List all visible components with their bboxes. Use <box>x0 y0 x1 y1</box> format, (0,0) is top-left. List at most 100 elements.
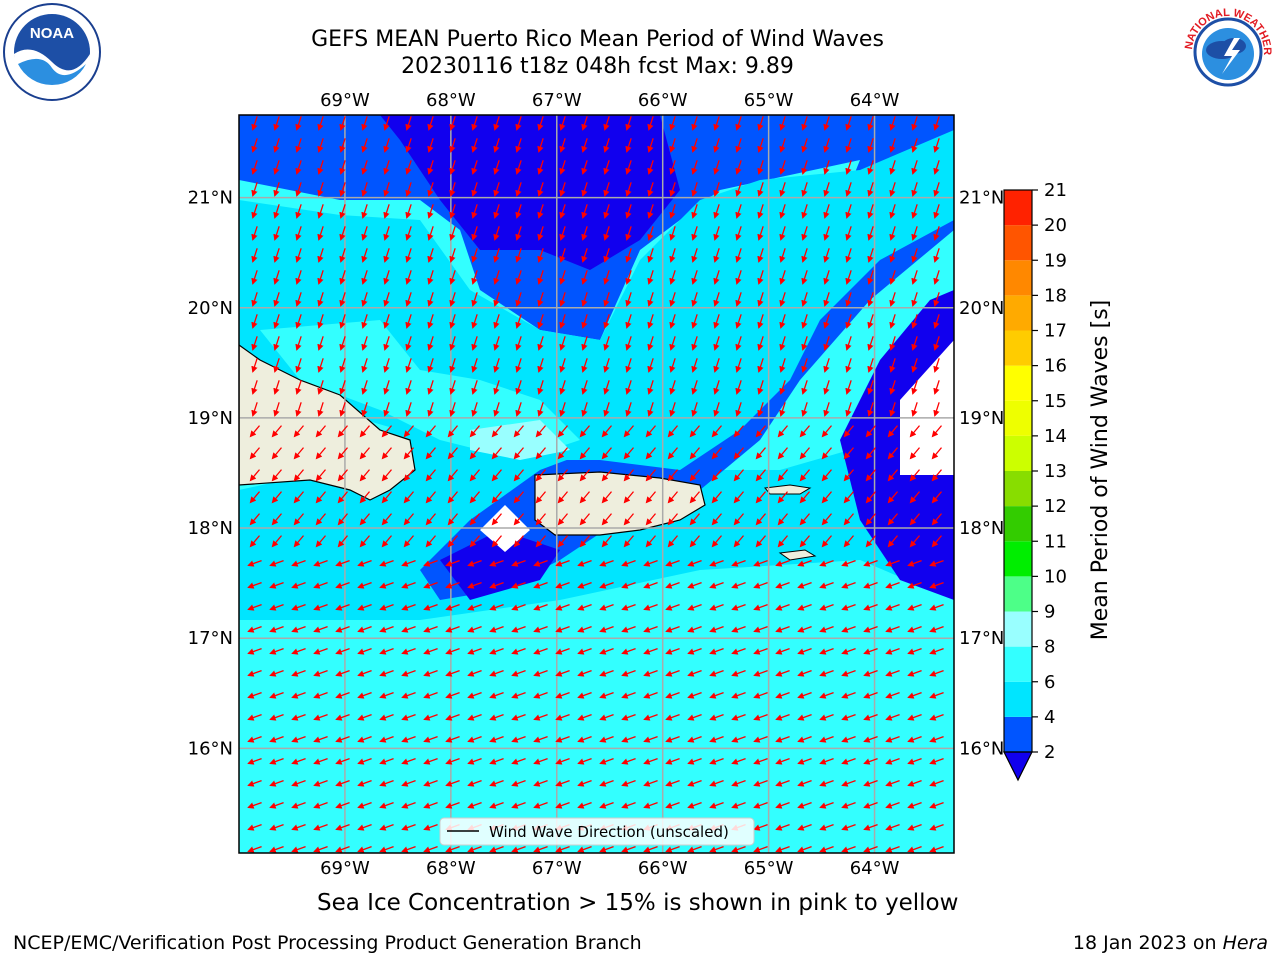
wind-vector-arrow <box>269 669 284 677</box>
wind-vector-arrow <box>823 226 830 241</box>
wind-vector-arrow <box>557 425 568 438</box>
wind-vector-arrow <box>709 801 724 809</box>
wind-vector-arrow <box>449 182 456 197</box>
wind-vector-arrow <box>269 713 284 721</box>
wind-vector-arrow <box>361 402 368 417</box>
wind-vector-arrow <box>577 845 592 853</box>
wind-vector-arrow <box>559 116 566 131</box>
wind-vector-arrow <box>885 625 900 633</box>
wind-vector-arrow <box>471 314 478 329</box>
wind-vector-arrow <box>819 801 834 809</box>
noaa-logo: NOAA <box>3 3 101 101</box>
wind-vector-arrow <box>577 647 592 655</box>
wind-vector-arrow <box>273 380 280 395</box>
wind-vector-arrow <box>687 779 702 787</box>
wind-vector-arrow <box>273 336 280 351</box>
wind-vector-arrow <box>885 779 900 787</box>
wind-vector-arrow <box>887 425 898 438</box>
wind-vector-arrow <box>735 226 742 241</box>
wind-vector-arrow <box>691 160 698 175</box>
wind-vector-arrow <box>405 292 412 307</box>
wind-vector-arrow <box>405 270 412 285</box>
wind-vector-arrow <box>909 447 920 460</box>
wind-vector-arrow <box>359 447 370 460</box>
wind-vector-arrow <box>933 204 940 219</box>
wind-vector-arrow <box>273 204 280 219</box>
wind-vector-arrow <box>315 469 326 482</box>
wind-vector-arrow <box>449 116 456 131</box>
wind-vector-arrow <box>445 845 460 853</box>
wind-vector-arrow <box>425 425 436 438</box>
wind-vector-arrow <box>467 669 482 677</box>
wind-vector-arrow <box>735 380 742 395</box>
wind-vector-arrow <box>911 182 918 197</box>
wind-vector-arrow <box>577 757 592 765</box>
wind-vector-arrow <box>691 292 698 307</box>
wind-vector-arrow <box>447 491 458 504</box>
wind-vector-arrow <box>931 425 942 438</box>
wind-vector-arrow <box>797 823 812 831</box>
wind-vector-arrow <box>511 581 526 589</box>
wind-vector-arrow <box>845 160 852 175</box>
wind-vector-arrow <box>449 226 456 241</box>
wind-vector-arrow <box>383 138 390 153</box>
wind-vector-arrow <box>731 779 746 787</box>
wind-vector-arrow <box>423 757 438 765</box>
wind-vector-arrow <box>821 513 832 526</box>
wind-vector-arrow <box>779 182 786 197</box>
wind-vector-arrow <box>865 469 876 482</box>
wind-vector-arrow <box>599 603 614 611</box>
wind-vector-arrow <box>271 491 282 504</box>
wind-vector-arrow <box>691 116 698 131</box>
wind-vector-arrow <box>713 138 720 153</box>
wind-vector-arrow <box>711 425 722 438</box>
wind-vector-arrow <box>623 425 634 438</box>
wind-vector-arrow <box>559 204 566 219</box>
wind-vector-arrow <box>713 336 720 351</box>
wind-vector-arrow <box>623 535 634 548</box>
wind-vector-arrow <box>689 447 700 460</box>
wind-vector-arrow <box>577 669 592 677</box>
wind-vector-arrow <box>427 358 434 373</box>
wind-vector-arrow <box>819 603 834 611</box>
wind-vector-arrow <box>911 248 918 263</box>
wind-vector-arrow <box>665 603 680 611</box>
wind-vector-arrow <box>533 581 548 589</box>
wind-vector-arrow <box>753 603 768 611</box>
wind-vector-arrow <box>625 138 632 153</box>
wind-vector-arrow <box>339 204 346 219</box>
wind-vector-arrow <box>687 625 702 633</box>
wind-vector-arrow <box>621 845 636 853</box>
wind-vector-arrow <box>841 735 856 743</box>
wind-vector-arrow <box>713 380 720 395</box>
colorbar-tick-label: 14 <box>1044 426 1067 447</box>
wind-vector-arrow <box>823 182 830 197</box>
wind-vector-arrow <box>425 513 436 526</box>
wind-vector-arrow <box>909 513 920 526</box>
wind-vector-arrow <box>621 735 636 743</box>
wind-vector-arrow <box>357 801 372 809</box>
wind-vector-arrow <box>933 270 940 285</box>
wind-vector-arrow <box>425 469 436 482</box>
wind-vector-arrow <box>401 625 416 633</box>
wind-vector-arrow <box>863 647 878 655</box>
wind-vector-arrow <box>841 669 856 677</box>
wind-vector-arrow <box>647 204 654 219</box>
wind-vector-arrow <box>581 160 588 175</box>
wind-vector-arrow <box>295 204 302 219</box>
wind-vector-arrow <box>889 226 896 241</box>
wind-vector-arrow <box>933 182 940 197</box>
wind-vector-arrow <box>489 757 504 765</box>
wind-vector-arrow <box>383 336 390 351</box>
wind-vector-arrow <box>757 204 764 219</box>
wind-vector-arrow <box>731 603 746 611</box>
wind-vector-arrow <box>467 713 482 721</box>
wind-vector-arrow <box>823 204 830 219</box>
wind-vector-arrow <box>889 336 896 351</box>
wind-vector-arrow <box>823 358 830 373</box>
wind-vector-arrow <box>867 314 874 329</box>
wind-vector-arrow <box>845 314 852 329</box>
colorbar-segment <box>1004 576 1032 612</box>
wind-vector-arrow <box>555 691 570 699</box>
wind-vector-arrow <box>863 779 878 787</box>
